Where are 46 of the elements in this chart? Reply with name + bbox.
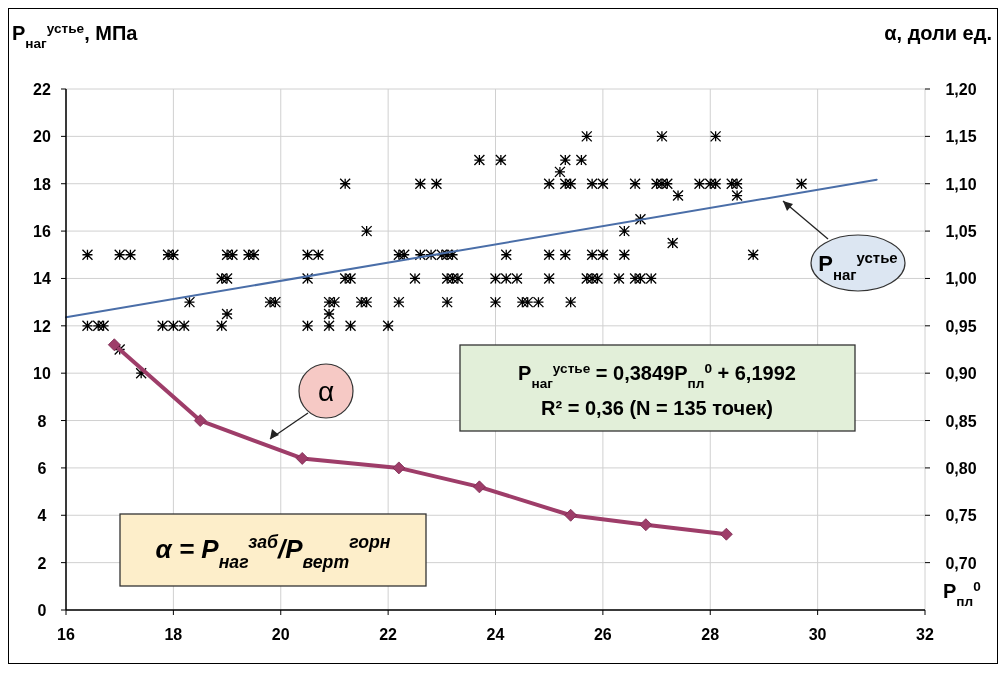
y-axis-title: P$_{наг}$$^{устье}$, МПа (12, 20, 139, 51)
y-tick-label: 22 (33, 81, 51, 98)
point (193, 414, 207, 427)
y2-tick-label: 1,20 (945, 81, 977, 98)
x-tick-label: 32 (916, 626, 934, 643)
point (392, 461, 406, 475)
x-tick-label: 18 (164, 626, 183, 643)
x-tick-label: 22 (379, 626, 398, 643)
y2-axis-title: α, доли ед. (884, 22, 992, 44)
y-tick-label: 10 (33, 365, 51, 383)
y-tick-label: 8 (37, 412, 47, 430)
y2-tick-label: 0,95 (945, 317, 977, 335)
point (295, 452, 309, 465)
x-tick-label: 28 (701, 626, 720, 643)
y-tick-label: 2 (37, 554, 47, 572)
y-tick-label: 20 (33, 128, 51, 146)
y2-tick-label: 0,75 (945, 507, 977, 525)
series-label: α (317, 376, 335, 407)
x-tick-label: 26 (593, 626, 612, 643)
annotation: P$_{наг}$$^{устье}$ = 0,3849P$_{пл}$$^{0}$ + 6,1992 (518, 360, 796, 391)
x-tick-label: 30 (808, 626, 827, 643)
formula-note-box: P$_{наг}$$^{устье}$ = 0,3849P$_{пл}$$^{0}$ + 6,1992 R² = 0,36 (N = 135 точек) (459, 344, 856, 432)
x-tick-label: 24 (486, 626, 505, 643)
y-tick-label: 18 (33, 175, 51, 193)
y2-tick-label: 0,70 (945, 554, 977, 572)
point (107, 338, 121, 352)
point (719, 527, 733, 541)
y-tick-label: 4 (37, 507, 47, 525)
y2-tick-label: 0,85 (945, 412, 977, 430)
y-tick-label: 14 (33, 270, 51, 288)
y-tick-label: 6 (37, 459, 47, 477)
y-tick-label: 16 (33, 223, 51, 241)
y-tick-label: 12 (33, 317, 51, 335)
y2-tick-label: 1,10 (945, 175, 977, 193)
y-tick-label: 0 (37, 602, 47, 619)
x-tick-label: 20 (271, 626, 290, 643)
y2-tick-label: 0,80 (945, 459, 977, 477)
point (472, 480, 486, 494)
annotation: R² = 0,36 (N = 135 точек) (541, 397, 773, 419)
y2-tick-label: 1,15 (945, 128, 977, 146)
y2-tick-label: 0,90 (945, 365, 977, 383)
point (564, 508, 578, 522)
point (639, 518, 653, 532)
y2-tick-label: 1,00 (945, 270, 977, 288)
x-tick-label: 16 (57, 626, 75, 643)
y2-tick-label: 1,05 (945, 223, 977, 241)
